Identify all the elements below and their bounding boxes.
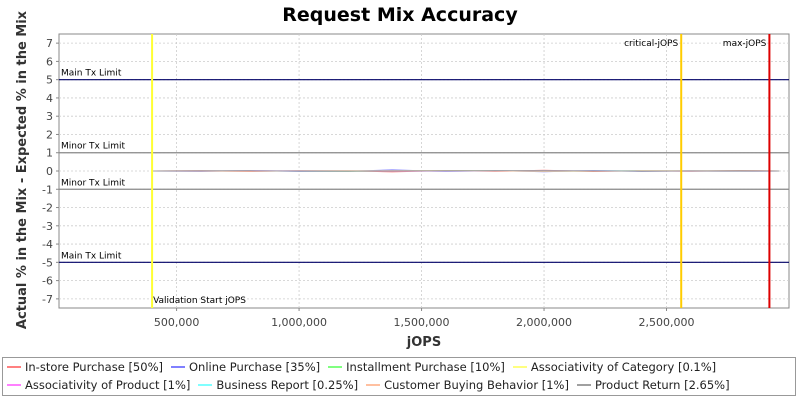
legend-label: Product Return [2.65%] — [594, 378, 730, 392]
legend-swatch — [328, 365, 343, 368]
y-tick-label: 2 — [46, 128, 53, 141]
y-tick-label: 1 — [46, 147, 53, 160]
legend-swatch — [366, 383, 381, 386]
legend-swatch — [198, 383, 213, 386]
y-tick-label: 3 — [46, 110, 53, 123]
limit-line-label: Minor Tx Limit — [61, 178, 126, 188]
legend-label: Customer Buying Behavior [1%] — [384, 378, 569, 392]
y-tick-label: -3 — [42, 220, 53, 233]
legend-item: Customer Buying Behavior [1%] — [366, 378, 569, 392]
y-tick-label: 7 — [46, 37, 53, 50]
y-tick-label: 0 — [46, 165, 53, 178]
limit-line-label: Main Tx Limit — [61, 69, 122, 79]
axis-ticks: 7 6 5 4 3 2 1 0 -1 -2 -3 -4 -5 -6 -7 500,000 1,000,000 1,… — [42, 37, 694, 329]
legend-item: In-store Purchase [50%] — [7, 360, 163, 374]
legend-swatch — [170, 365, 185, 368]
legend-item: Installment Purchase [10%] — [328, 360, 505, 374]
x-tick-label: 1,000,000 — [271, 316, 327, 329]
legend-label: Business Report [0.25%] — [216, 378, 359, 392]
legend-item: Associativity of Category [0.1%] — [512, 360, 717, 374]
legend-swatch — [7, 365, 21, 368]
legend-row: In-store Purchase [50%] Online Purchase [… — [7, 360, 724, 376]
legend-swatch — [7, 383, 21, 386]
y-tick-label: -2 — [42, 202, 53, 215]
y-tick-label: -4 — [42, 238, 53, 251]
marker-label: critical-jOPS — [624, 39, 678, 49]
legend-label: Associativity of Product [1%] — [25, 378, 191, 392]
legend-swatch — [512, 365, 527, 368]
series-lines — [152, 169, 780, 173]
y-axis-label: Actual % in the Mix - Expected % in the … — [15, 10, 30, 329]
legend-swatch — [576, 383, 591, 386]
limit-lines: Main Tx Limit Minor Tx Limit Minor Tx Limi… — [59, 69, 789, 263]
legend-item: Business Report [0.25%] — [198, 378, 358, 392]
chart-title: Request Mix Accuracy — [282, 4, 518, 26]
x-axis-label: jOPS — [406, 335, 441, 350]
legend-row: Associativity of Product [1%] Business Re… — [7, 378, 738, 394]
legend-label: Installment Purchase [10%] — [346, 360, 505, 374]
x-tick-label: 2,500,000 — [639, 316, 695, 329]
legend-label: In-store Purchase [50%] — [25, 360, 163, 374]
x-tick-label: 2,000,000 — [516, 316, 572, 329]
y-tick-label: -1 — [42, 183, 53, 196]
marker-label: Validation Start jOPS — [153, 296, 246, 306]
chart-legend: In-store Purchase [50%] Online Purchase [… — [2, 357, 796, 396]
legend-label: Online Purchase [35%] — [188, 360, 321, 374]
y-tick-label: 5 — [46, 74, 53, 87]
x-tick-label: 1,500,000 — [394, 316, 450, 329]
legend-label: Associativity of Category [0.1%] — [530, 360, 717, 374]
legend-item: Product Return [2.65%] — [576, 378, 730, 392]
legend-item: Associativity of Product [1%] — [7, 378, 190, 392]
legend-item: Online Purchase [35%] — [170, 360, 321, 374]
x-tick-label: 500,000 — [154, 316, 200, 329]
series-line — [152, 170, 780, 172]
marker-label: max-jOPS — [723, 39, 767, 49]
y-tick-label: -7 — [42, 293, 53, 306]
y-tick-label: 6 — [46, 55, 53, 68]
y-tick-label: -6 — [42, 275, 53, 288]
marker-lines: Validation Start jOPS critical-jOPS max-jO… — [151, 34, 771, 308]
y-tick-label: 4 — [46, 92, 53, 105]
y-tick-label: -5 — [42, 256, 53, 269]
limit-line-label: Minor Tx Limit — [61, 142, 126, 152]
limit-line-label: Main Tx Limit — [61, 251, 122, 261]
